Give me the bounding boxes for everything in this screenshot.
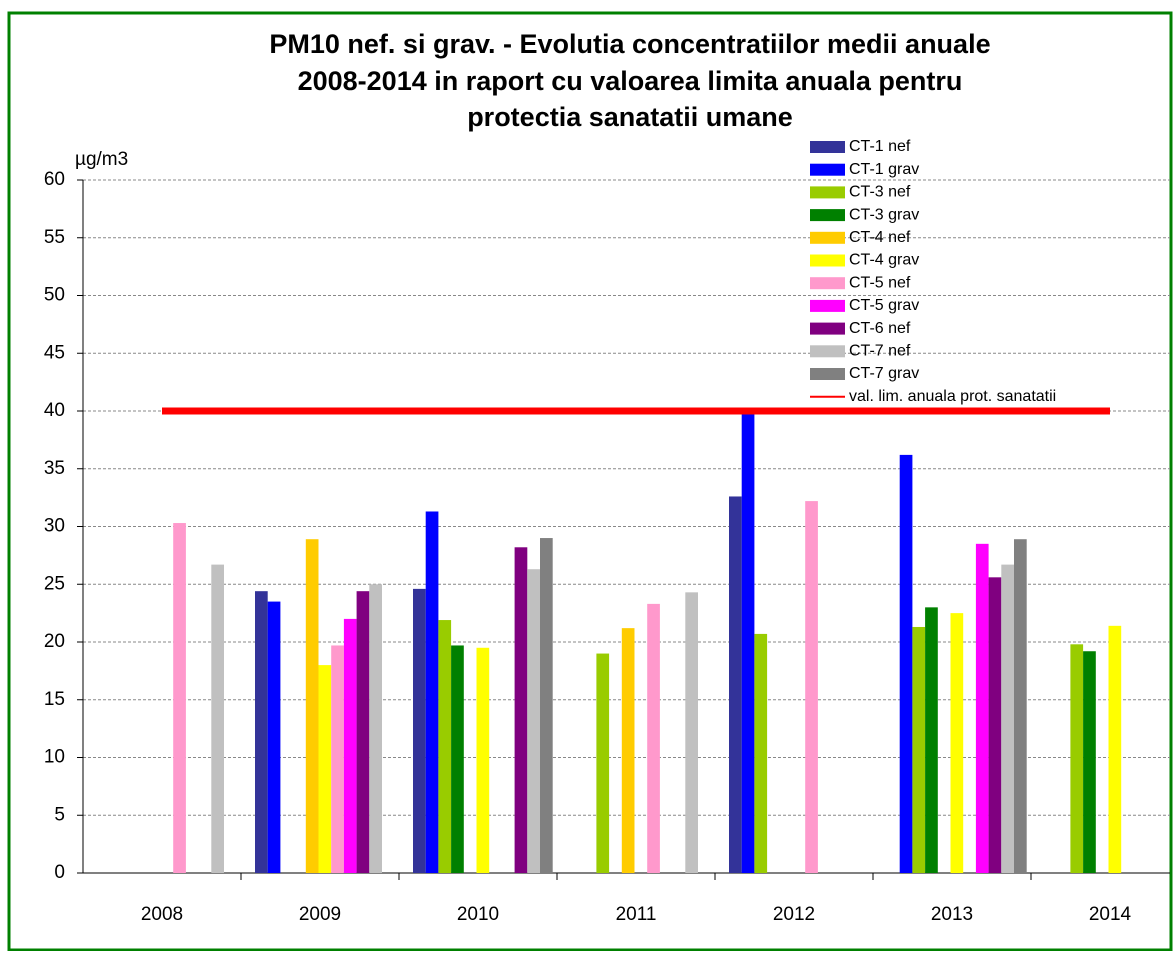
bar — [451, 645, 464, 873]
bar — [331, 645, 344, 873]
bar — [596, 653, 610, 873]
chart-title: protectia sanatatii umane — [467, 102, 793, 132]
bar — [438, 620, 452, 873]
bar — [305, 539, 319, 873]
y-tick-label: 55 — [44, 227, 65, 248]
legend-label: CT-7 nef — [849, 343, 911, 360]
y-tick-label: 25 — [44, 573, 65, 594]
bar — [1083, 651, 1096, 873]
bar — [318, 665, 332, 873]
legend-swatch — [810, 209, 845, 222]
legend-label: CT-4 grav — [849, 252, 919, 269]
y-tick-label: 45 — [44, 342, 65, 363]
bar — [527, 569, 540, 873]
bar — [343, 618, 357, 873]
legend-label: CT-3 grav — [849, 206, 919, 223]
y-tick-label: 15 — [44, 689, 65, 710]
bar — [729, 496, 742, 873]
legend-label: CT-1 grav — [849, 161, 919, 178]
legend-swatch — [810, 299, 845, 312]
y-tick-label: 10 — [44, 747, 65, 768]
legend-swatch — [810, 368, 845, 380]
legend-label: CT-6 nef — [849, 320, 911, 337]
bar — [1014, 539, 1027, 873]
bar — [988, 577, 1002, 873]
x-tick-label: 2013 — [931, 904, 973, 925]
bar — [267, 601, 281, 873]
x-tick-label: 2010 — [457, 904, 499, 925]
y-tick-label: 30 — [44, 516, 65, 537]
x-tick-label: 2014 — [1089, 904, 1132, 925]
bar — [621, 628, 635, 873]
y-tick-label: 20 — [44, 631, 65, 652]
bar — [173, 523, 186, 873]
bar — [950, 613, 964, 873]
bar — [925, 607, 938, 873]
x-tick-label: 2008 — [141, 904, 183, 925]
bar — [425, 511, 439, 873]
bar — [741, 411, 755, 873]
bar — [356, 591, 370, 873]
legend-swatch — [810, 322, 845, 335]
legend-label: CT-7 grav — [849, 365, 919, 382]
legend-swatch — [810, 277, 845, 290]
bar — [1070, 644, 1084, 873]
bar — [211, 564, 224, 873]
y-tick-label: 60 — [44, 169, 65, 190]
x-tick-label: 2009 — [299, 904, 341, 925]
y-axis-label: µg/m3 — [75, 149, 128, 170]
legend-label: val. lim. anuala prot. sanatatii — [849, 388, 1056, 405]
legend-swatch — [810, 141, 845, 153]
bar — [540, 538, 553, 873]
bar — [685, 592, 698, 873]
y-tick-label: 40 — [44, 400, 65, 421]
y-tick-label: 35 — [44, 458, 65, 479]
legend-swatch — [810, 163, 845, 176]
bar — [975, 543, 989, 873]
legend-label: CT-1 nef — [849, 138, 911, 155]
legend-swatch — [810, 254, 845, 267]
legend-label: CT-5 nef — [849, 274, 911, 291]
bar — [369, 584, 382, 873]
bar — [1001, 564, 1014, 873]
chart-title: 2008-2014 in raport cu valoarea limita a… — [298, 66, 963, 96]
bar — [413, 588, 426, 873]
x-tick-label: 2012 — [773, 904, 815, 925]
bar — [912, 626, 926, 873]
legend-label: CT-4 nef — [849, 229, 911, 246]
x-tick-label: 2011 — [616, 904, 657, 925]
legend-label: CT-5 grav — [849, 297, 919, 314]
bar — [476, 647, 490, 873]
bar — [754, 633, 768, 873]
legend-swatch — [810, 345, 845, 358]
legend-swatch — [810, 231, 845, 244]
y-tick-label: 5 — [54, 804, 65, 825]
legend-label: CT-3 nef — [849, 184, 911, 201]
bar — [647, 603, 660, 873]
bar — [255, 591, 268, 873]
y-tick-label: 0 — [54, 862, 65, 883]
bar — [899, 454, 913, 873]
legend-swatch — [810, 186, 845, 199]
bar — [514, 547, 528, 873]
y-tick-label: 50 — [44, 285, 65, 306]
chart-title: PM10 nef. si grav. - Evolutia concentrat… — [269, 29, 990, 59]
bar — [805, 501, 818, 873]
bar — [1108, 625, 1122, 873]
